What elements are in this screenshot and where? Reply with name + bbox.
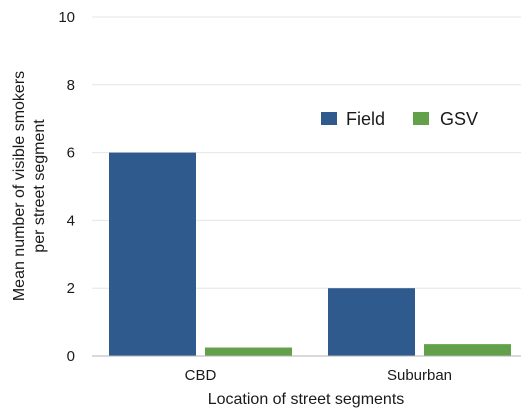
legend-swatch-gsv	[413, 112, 429, 125]
y-axis-title: Mean number of visible smokers per stree…	[11, 71, 48, 301]
y-tick-label: 10	[58, 9, 75, 26]
bar-gsv-cbd	[205, 347, 292, 356]
x-category-label: CBD	[185, 367, 217, 384]
y-tick-label: 6	[67, 145, 75, 162]
y-tick-label: 2	[67, 280, 75, 297]
y-axis-ticks: 0 2 4 6 8 10	[58, 9, 75, 365]
bar-field-cbd	[109, 152, 196, 356]
legend-swatch-field	[321, 112, 337, 125]
bars	[109, 152, 511, 356]
legend-label-gsv: GSV	[440, 109, 478, 129]
y-tick-label: 4	[67, 212, 75, 229]
legend-label-field: Field	[346, 109, 385, 129]
x-axis-categories: CBD Suburban	[185, 367, 452, 384]
legend: Field GSV	[321, 109, 478, 129]
bar-field-suburban	[328, 288, 415, 356]
x-category-label: Suburban	[387, 367, 452, 384]
y-tick-label: 0	[67, 348, 75, 365]
bar-gsv-suburban	[424, 344, 511, 356]
y-axis-title-line-1: Mean number of visible smokers	[11, 71, 28, 301]
y-axis-title-line-2: per street segment	[31, 119, 48, 253]
x-axis-title: Location of street segments	[208, 391, 405, 408]
y-tick-label: 8	[67, 77, 75, 94]
